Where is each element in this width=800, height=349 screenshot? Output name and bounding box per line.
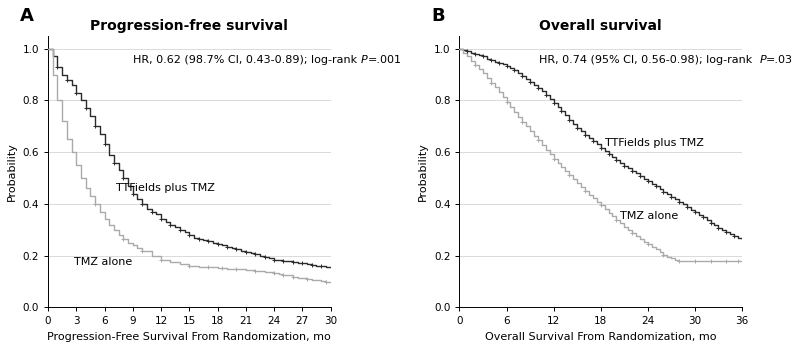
Text: P: P [361,55,368,65]
Text: HR, 0.74 (95% CI, 0.56-0.98); log-rank: HR, 0.74 (95% CI, 0.56-0.98); log-rank [538,55,758,65]
Text: A: A [20,7,34,25]
Text: P: P [759,55,766,65]
Text: HR, 0.62 (98.7% CI, 0.43-0.89); log-rank: HR, 0.62 (98.7% CI, 0.43-0.89); log-rank [133,55,361,65]
Title: Overall survival: Overall survival [539,19,662,33]
Y-axis label: Probability: Probability [7,142,17,201]
Title: Progression-free survival: Progression-free survival [90,19,288,33]
Text: TMZ alone: TMZ alone [74,257,133,267]
Text: =.001: =.001 [368,55,402,65]
X-axis label: Progression-Free Survival From Randomization, mo: Progression-Free Survival From Randomiza… [47,332,331,342]
Text: TMZ alone: TMZ alone [620,210,678,221]
Text: B: B [431,7,445,25]
X-axis label: Overall Survival From Randomization, mo: Overall Survival From Randomization, mo [485,332,717,342]
Text: TTFields plus TMZ: TTFields plus TMZ [116,184,214,193]
Text: TTFields plus TMZ: TTFields plus TMZ [605,138,703,148]
Text: =.03: =.03 [766,55,793,65]
Y-axis label: Probability: Probability [418,142,428,201]
